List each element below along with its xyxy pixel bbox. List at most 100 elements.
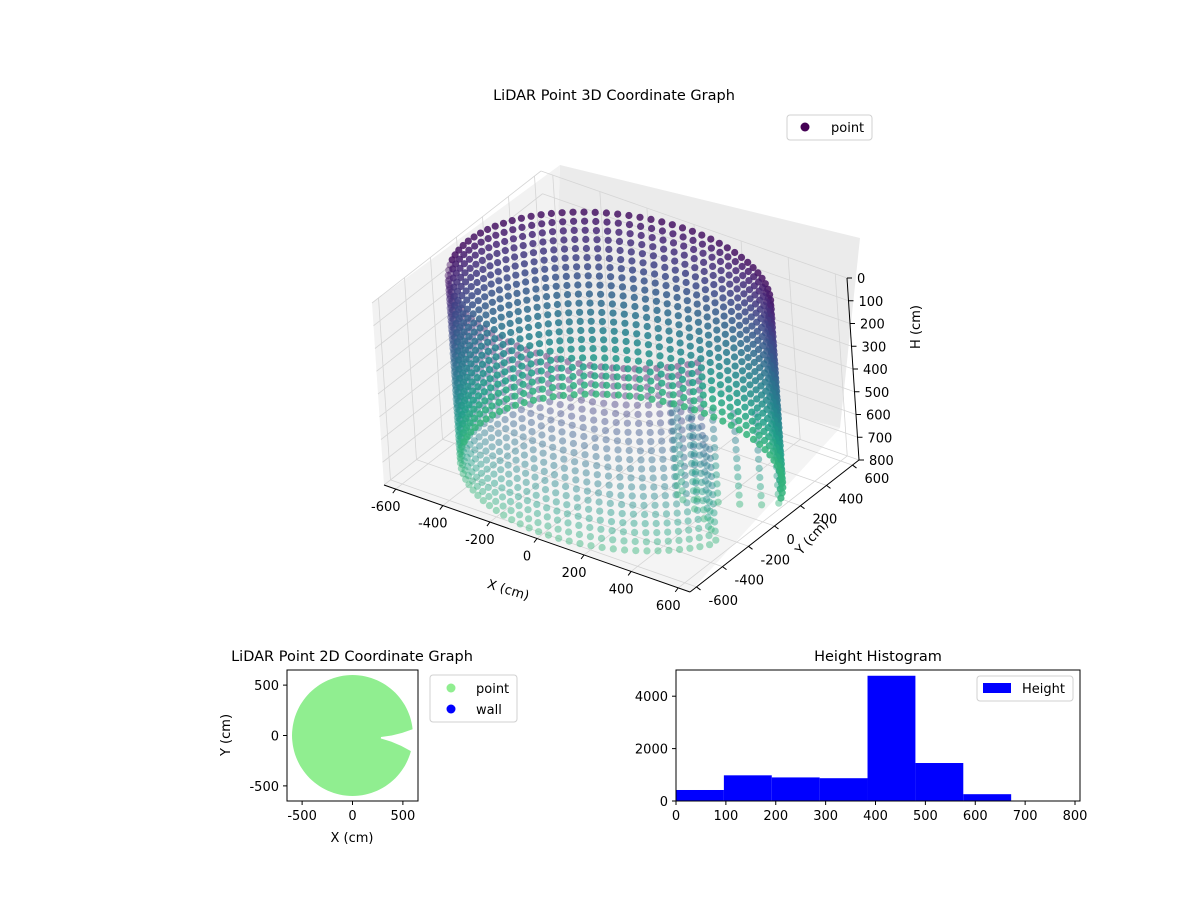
chart-3d-x-tick: [627, 571, 632, 576]
chart-3d-point: [529, 396, 538, 404]
chart-3d-point: [597, 534, 606, 543]
chart-3d-point: [701, 286, 710, 294]
chart-3d-point: [518, 371, 527, 379]
chart-3d-point: [539, 449, 547, 457]
chart-3d-point: [468, 468, 476, 476]
chart-3d-point: [544, 522, 552, 530]
chart-3d-point: [652, 297, 661, 305]
chart-3d-point: [714, 489, 722, 497]
chart-3d-point: [729, 326, 737, 334]
chart-3d-point: [501, 368, 509, 376]
chart-3d-h-tick-label: 100: [859, 295, 884, 310]
chart-3d-point: [511, 438, 519, 446]
chart-3d-point: [586, 299, 594, 307]
chart-3d-point: [536, 349, 544, 357]
chart-3d-point: [600, 345, 608, 353]
chart-3d-point: [623, 347, 631, 355]
chart-3d-point: [695, 534, 703, 542]
chart-3d-point: [496, 295, 504, 303]
chart-3d-point: [748, 417, 756, 425]
chart-3d-point: [662, 282, 670, 290]
chart-3d-point: [492, 240, 500, 248]
chart-3d-point: [689, 422, 697, 430]
chart-3d-point: [661, 272, 670, 281]
chart-3d-point: [695, 327, 703, 335]
chart-3d-point: [584, 496, 592, 504]
chart-3d-point: [509, 411, 517, 419]
chart-3d-point: [718, 276, 726, 284]
chart-3d-point: [707, 516, 715, 524]
chart-3d-point: [617, 491, 625, 499]
chart-3d-point: [527, 409, 535, 417]
chart-3d-point: [712, 536, 720, 544]
chart-3d-point: [644, 341, 653, 349]
chart-3d-point: [473, 473, 481, 481]
chart-3d-point: [533, 303, 541, 311]
chart-3d-point: [515, 326, 524, 334]
chart-3d-point: [615, 237, 624, 245]
chart-3d-point: [531, 276, 539, 284]
chart-3d-point: [676, 545, 684, 554]
chart-3d-point: [559, 218, 567, 226]
chart-3d-point: [457, 448, 465, 456]
chart-3d-point: [478, 360, 487, 368]
chart-3d-point: [604, 236, 612, 244]
chart-3d-point: [462, 475, 470, 483]
chart-3d-point: [610, 327, 618, 335]
chart-3d-point: [498, 484, 506, 492]
chart-3d-point: [585, 290, 594, 298]
chart-3d-point: [646, 359, 654, 367]
chart-3d-point: [518, 415, 526, 423]
chart-3d-point: [709, 271, 717, 280]
chart-3d-point: [550, 255, 559, 263]
chart-2d: LiDAR Point 2D Coordinate Graph -500 0 500…: [219, 649, 518, 846]
chart-3d-point: [707, 463, 715, 471]
chart-3d-legend-marker: [800, 122, 810, 132]
chart-3d-point: [616, 482, 625, 490]
chart-3d-point: [512, 456, 520, 464]
chart-3d-point: [613, 364, 621, 372]
chart-3d-point: [528, 221, 536, 229]
chart-3d-point: [625, 211, 633, 220]
chart-2d-title: LiDAR Point 2D Coordinate Graph: [231, 649, 473, 665]
chart-3d-point: [460, 328, 468, 336]
chart-3d-point: [600, 408, 608, 416]
chart-3d-point: [679, 233, 687, 241]
chart-3d-point: [693, 495, 702, 503]
chart-3d-point: [576, 317, 584, 325]
chart-3d-y-tick: [826, 484, 831, 489]
chart-3d-point: [516, 511, 524, 519]
chart-3d-point: [718, 399, 726, 407]
chart-3d-point: [719, 303, 728, 311]
chart-3d-legend: point: [786, 114, 873, 141]
chart-3d-point: [674, 423, 682, 431]
chart-3d-point: [472, 269, 481, 277]
chart-3d-point: [573, 494, 581, 502]
chart-3d-point: [592, 227, 601, 235]
chart-3d-point: [686, 441, 695, 449]
chart-3d-point: [591, 434, 599, 442]
chart-3d-point: [502, 434, 510, 442]
chart-3d-point: [539, 394, 547, 402]
chart-3d-point: [755, 431, 763, 439]
chart-3d-point: [537, 413, 545, 421]
chart-3d-point: [498, 322, 506, 330]
chart-3d-point: [689, 431, 697, 439]
chart-3d-point: [463, 296, 471, 304]
chart-3d-point: [638, 250, 647, 258]
chart-3d-point: [614, 219, 622, 227]
chart-3d-point: [518, 223, 526, 231]
chart-3d-point: [688, 459, 696, 468]
chart-3d-point: [547, 365, 555, 373]
chart-3d-point: [463, 444, 471, 452]
chart-3d-point: [640, 277, 648, 285]
chart-3d-point: [671, 454, 679, 462]
chart-3d-point: [732, 380, 740, 388]
chart-3d-point: [564, 300, 572, 308]
chart-3d-point: [647, 377, 655, 385]
chart-3d-point: [744, 353, 752, 362]
chart-3d-x-tick-label: 600: [656, 599, 681, 614]
chart-3d-point: [506, 319, 514, 327]
chart-3d-point: [737, 339, 745, 348]
grid-y-floor: [416, 459, 723, 567]
